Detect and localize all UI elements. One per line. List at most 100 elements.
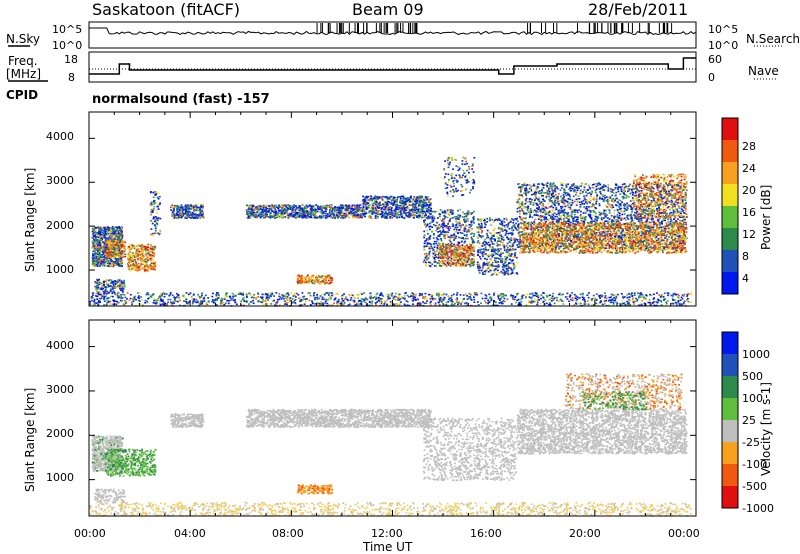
power-echo: [176, 209, 178, 211]
power-echo: [120, 230, 122, 232]
rti-plot: [0, 0, 800, 554]
power-echo: [111, 236, 113, 238]
power-echo: [153, 263, 155, 265]
power-echo: [429, 246, 431, 248]
power-echo: [248, 216, 250, 218]
power-echo: [454, 245, 456, 247]
power-echo: [446, 225, 448, 227]
power-echo: [439, 236, 441, 238]
power-echo: [516, 244, 518, 246]
power-echo: [155, 226, 157, 228]
power-echo: [471, 249, 473, 251]
power-echo: [487, 261, 489, 263]
power-echo: [426, 245, 428, 247]
power-echo: [454, 231, 456, 233]
power-echo: [512, 272, 514, 274]
power-echo: [299, 213, 301, 215]
power-echo: [493, 270, 495, 272]
power-echo: [441, 260, 443, 262]
power-echo: [410, 197, 412, 199]
power-echo: [437, 217, 439, 219]
power-echo: [483, 248, 485, 250]
power-echo: [389, 213, 391, 215]
power-echo: [483, 262, 485, 264]
power-echo: [102, 251, 104, 253]
power-echo: [427, 257, 429, 259]
power-echo: [477, 249, 479, 251]
power-echo: [311, 281, 313, 283]
power-echo: [320, 283, 322, 285]
power-echo: [375, 207, 377, 209]
power-echo: [325, 281, 327, 283]
power-echo: [99, 282, 101, 284]
power-echo: [456, 245, 458, 247]
power-echo: [466, 245, 468, 247]
power-echo: [471, 264, 473, 266]
power-echo: [443, 235, 445, 237]
power-echo: [351, 208, 353, 210]
power-echo: [487, 263, 489, 265]
power-echo: [136, 267, 138, 269]
power-echo: [440, 219, 442, 221]
power-echo: [429, 198, 431, 200]
power-echo: [266, 205, 268, 207]
power-echo: [315, 281, 317, 283]
power-echo: [111, 286, 113, 288]
power-echo: [116, 282, 118, 284]
power-echo: [464, 227, 466, 229]
power-echo: [199, 209, 201, 211]
power-echo: [152, 211, 154, 213]
power-echo: [153, 265, 155, 267]
power-echo: [193, 217, 195, 219]
power-echo: [477, 254, 479, 256]
noise-panel: [8, 22, 782, 48]
power-echo: [457, 262, 459, 264]
power-echo: [95, 288, 97, 290]
power-echo: [424, 260, 426, 262]
power-echo: [434, 224, 436, 226]
power-echo: [119, 286, 121, 288]
power-echo: [380, 204, 382, 206]
power-echo: [112, 226, 114, 228]
power-echo: [303, 216, 305, 218]
power-echo: [469, 243, 471, 245]
power-echo: [316, 276, 318, 278]
power-echo: [461, 265, 463, 267]
power-echo: [103, 281, 105, 283]
power-echo: [470, 253, 472, 255]
power-echo: [425, 205, 427, 207]
power-echo: [94, 265, 96, 267]
power-echo: [425, 226, 427, 228]
power-echo: [100, 239, 102, 241]
power-echo: [452, 213, 454, 215]
power-echo: [153, 197, 155, 199]
power-echo: [434, 261, 436, 263]
power-echo: [452, 223, 454, 225]
power-echo: [145, 254, 147, 256]
power-echo: [334, 207, 336, 209]
power-echo: [452, 217, 454, 219]
power-echo: [350, 211, 352, 213]
power-echo: [257, 205, 259, 207]
power-echo: [112, 244, 114, 246]
power-echo: [473, 233, 475, 235]
power-echo: [425, 215, 427, 217]
power-echo: [425, 240, 427, 242]
power-echo: [392, 203, 394, 205]
power-echo: [181, 216, 183, 218]
power-echo: [510, 221, 512, 223]
power-echo: [429, 223, 431, 225]
power-echo: [426, 259, 428, 261]
power-echo: [271, 215, 273, 217]
power-echo: [145, 252, 147, 254]
power-echo: [137, 259, 139, 261]
power-echo: [423, 202, 425, 204]
power-echo: [514, 241, 516, 243]
power-echo: [436, 222, 438, 224]
power-echo: [133, 255, 135, 257]
power-echo: [507, 224, 509, 226]
power-echo: [407, 209, 409, 211]
power-echo: [265, 210, 267, 212]
power-echo: [147, 259, 149, 261]
power-echo: [157, 219, 159, 221]
